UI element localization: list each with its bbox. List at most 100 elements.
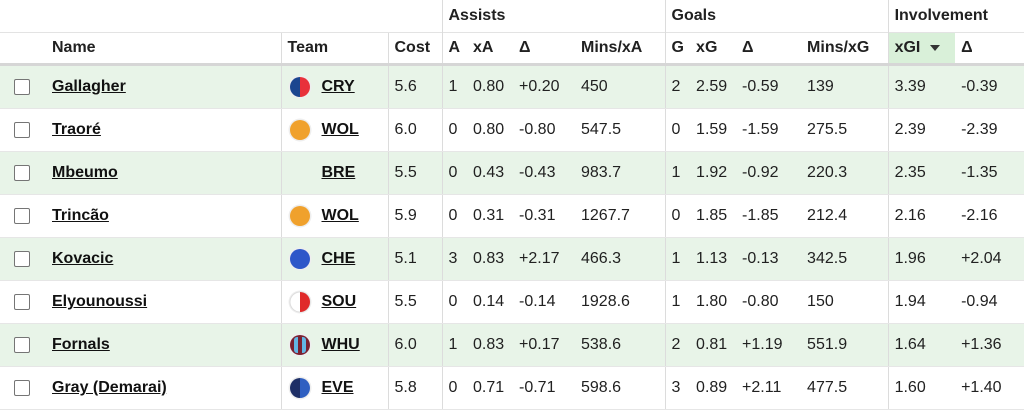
xg-cell: 1.85 — [690, 194, 737, 238]
row-select-checkbox[interactable] — [14, 336, 30, 353]
team-link[interactable]: EVE — [321, 379, 354, 396]
col-team[interactable]: Team — [280, 32, 388, 66]
table-row: Gray (Demarai) EVE 5.8 0 0.71 -0.71 598.6 3 0.89… — [0, 366, 1024, 410]
col-delta-involvement[interactable]: Δ — [955, 32, 1016, 66]
delta-goals-cell: +1.19 — [736, 323, 802, 367]
col-xgi-label: xGI — [894, 39, 921, 56]
column-header-row: Name Team Cost A xA Δ Mins/xA G xG Δ Min… — [0, 32, 1024, 66]
team-badge-icon — [288, 204, 312, 228]
player-name-link[interactable]: Mbeumo — [52, 164, 118, 181]
delta-involvement-cell: +1.40 — [955, 366, 1016, 410]
delta-assists-cell: -0.43 — [513, 151, 575, 195]
team-badge-icon — [288, 118, 312, 142]
table-row: Kovacic CHE 5.1 3 0.83 +2.17 466.3 1 1.13 -0.13 34… — [0, 237, 1024, 281]
xg-cell: 0.89 — [690, 366, 737, 410]
mins-xa-cell: 466.3 — [575, 237, 666, 281]
row-select-checkbox[interactable] — [14, 121, 30, 138]
group-assists: Assists — [441, 0, 666, 33]
delta-involvement-cell: +1.36 — [955, 323, 1016, 367]
xg-cell: 1.59 — [690, 108, 737, 152]
col-xgi[interactable]: xGI — [887, 32, 956, 66]
row-select-checkbox[interactable] — [14, 293, 30, 310]
xgi-cell: 3.39 — [887, 64, 956, 109]
player-name-link[interactable]: Kovacic — [52, 250, 114, 267]
delta-assists-cell: +0.17 — [513, 323, 575, 367]
player-name-link[interactable]: Elyounoussi — [52, 293, 148, 310]
cost-cell: 6.0 — [387, 323, 442, 367]
row-select-checkbox[interactable] — [14, 250, 30, 267]
cost-cell: 5.6 — [387, 64, 442, 109]
col-mins-xa[interactable]: Mins/xA — [575, 32, 666, 66]
team-link[interactable]: WOL — [321, 207, 359, 224]
goals-cell: 3 — [664, 366, 691, 410]
xa-cell: 0.31 — [467, 194, 513, 238]
goals-cell: 2 — [664, 323, 691, 367]
player-name-link[interactable]: Gray (Demarai) — [52, 379, 167, 396]
mins-xg-cell: 275.5 — [801, 108, 889, 152]
team-link[interactable]: WHU — [321, 336, 360, 353]
row-select-checkbox[interactable] — [14, 78, 30, 95]
team-badge-icon — [288, 376, 312, 400]
cost-cell: 5.5 — [387, 280, 442, 324]
group-goals: Goals — [664, 0, 889, 33]
team-link[interactable]: BRE — [321, 164, 356, 181]
sort-desc-icon — [930, 44, 941, 51]
group-involvement: Involvement — [887, 0, 1024, 33]
xa-cell: 0.83 — [467, 323, 513, 367]
col-goals[interactable]: G — [664, 32, 691, 66]
xgi-cell: 2.16 — [887, 194, 956, 238]
goals-cell: 1 — [664, 237, 691, 281]
team-badge-icon — [288, 161, 312, 185]
team-link[interactable]: WOL — [321, 121, 359, 138]
assists-cell: 0 — [441, 194, 467, 238]
team-link[interactable]: CRY — [321, 78, 355, 95]
delta-involvement-cell: -0.94 — [955, 280, 1016, 324]
goals-cell: 2 — [664, 64, 691, 109]
xa-cell: 0.80 — [467, 108, 513, 152]
xa-cell: 0.80 — [467, 64, 513, 109]
delta-assists-cell: -0.14 — [513, 280, 575, 324]
delta-involvement-cell: -2.39 — [955, 108, 1016, 152]
delta-assists-cell: -0.31 — [513, 194, 575, 238]
player-name-link[interactable]: Fornals — [52, 336, 110, 353]
xg-cell: 0.81 — [690, 323, 737, 367]
col-xa[interactable]: xA — [467, 32, 513, 66]
mins-xa-cell: 538.6 — [575, 323, 666, 367]
delta-involvement-cell: -2.16 — [955, 194, 1016, 238]
goals-cell: 1 — [664, 280, 691, 324]
table-row: Trincão WOL 5.9 0 0.31 -0.31 1267.7 0 1.85 -1.85 2… — [0, 194, 1024, 238]
table-row: Elyounoussi SOU 5.5 0 0.14 -0.14 1928.6 1 1.80 -0… — [0, 280, 1024, 324]
mins-xg-cell: 551.9 — [801, 323, 889, 367]
mins-xa-cell: 1267.7 — [575, 194, 666, 238]
assists-cell: 0 — [441, 108, 467, 152]
row-select-checkbox[interactable] — [14, 379, 30, 396]
assists-cell: 3 — [441, 237, 467, 281]
delta-involvement-cell: +2.04 — [955, 237, 1016, 281]
player-name-link[interactable]: Traoré — [52, 121, 101, 138]
mins-xg-cell: 212.4 — [801, 194, 889, 238]
player-name-link[interactable]: Trincão — [52, 207, 109, 224]
player-name-link[interactable]: Gallagher — [52, 78, 126, 95]
col-cost[interactable]: Cost — [387, 32, 442, 66]
row-select-checkbox[interactable] — [14, 164, 30, 181]
team-link[interactable]: CHE — [321, 250, 356, 267]
xg-cell: 1.92 — [690, 151, 737, 195]
col-delta-goals[interactable]: Δ — [736, 32, 802, 66]
table-row: Gallagher CRY 5.6 1 0.80 +0.20 450 2 2.59 -0.59 13… — [0, 64, 1024, 109]
group-header-row: Assists Goals Involvement — [0, 0, 1024, 33]
xg-cell: 1.80 — [690, 280, 737, 324]
mins-xa-cell: 450 — [575, 64, 666, 109]
col-xg[interactable]: xG — [690, 32, 737, 66]
col-name[interactable]: Name — [46, 32, 281, 66]
delta-assists-cell: +2.17 — [513, 237, 575, 281]
row-select-checkbox[interactable] — [14, 207, 30, 224]
col-delta-assists[interactable]: Δ — [513, 32, 575, 66]
team-badge-icon — [288, 333, 312, 357]
mins-xa-cell: 983.7 — [575, 151, 666, 195]
team-link[interactable]: SOU — [321, 293, 357, 310]
col-assists[interactable]: A — [441, 32, 467, 66]
table-row: Traoré WOL 6.0 0 0.80 -0.80 547.5 0 1.59 -1.59 275… — [0, 108, 1024, 152]
col-mins-xg[interactable]: Mins/xG — [801, 32, 889, 66]
assists-cell: 0 — [441, 366, 467, 410]
mins-xg-cell: 139 — [801, 64, 889, 109]
